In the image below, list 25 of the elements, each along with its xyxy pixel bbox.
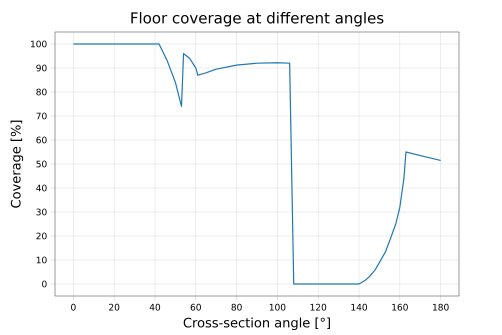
y-tick-label: 20 [36,232,47,240]
y-tick-label: 70 [36,112,47,120]
x-tick-label: 140 [351,304,368,311]
x-tick-label: 80 [231,304,242,311]
x-tick-label: 20 [109,304,120,311]
x-tick-label: 60 [190,304,201,311]
y-tick-label: 80 [36,88,47,96]
x-tick-label: 100 [270,304,286,311]
x-tick-label: 160 [392,304,408,311]
y-tick-label: 10 [36,256,47,264]
y-tick-label: 100 [31,40,47,48]
line-series [72,43,442,285]
x-tick-label: 180 [433,304,449,311]
x-axis-title: Cross-section angle [°] [184,317,330,330]
y-tick-label: 30 [36,208,47,216]
x-tick-label: 0 [71,304,76,311]
y-axis-title: Coverage [%] [10,120,24,208]
y-tick-label: 90 [36,64,47,72]
y-tick-label: 0 [42,280,47,288]
x-tick-label: 120 [310,304,326,311]
chart-title: Floor coverage at different angles [131,12,384,26]
y-tick-label: 50 [36,160,47,168]
x-tick-label: 40 [150,304,160,311]
y-tick-label: 40 [36,184,47,192]
y-tick-label: 60 [36,136,47,144]
